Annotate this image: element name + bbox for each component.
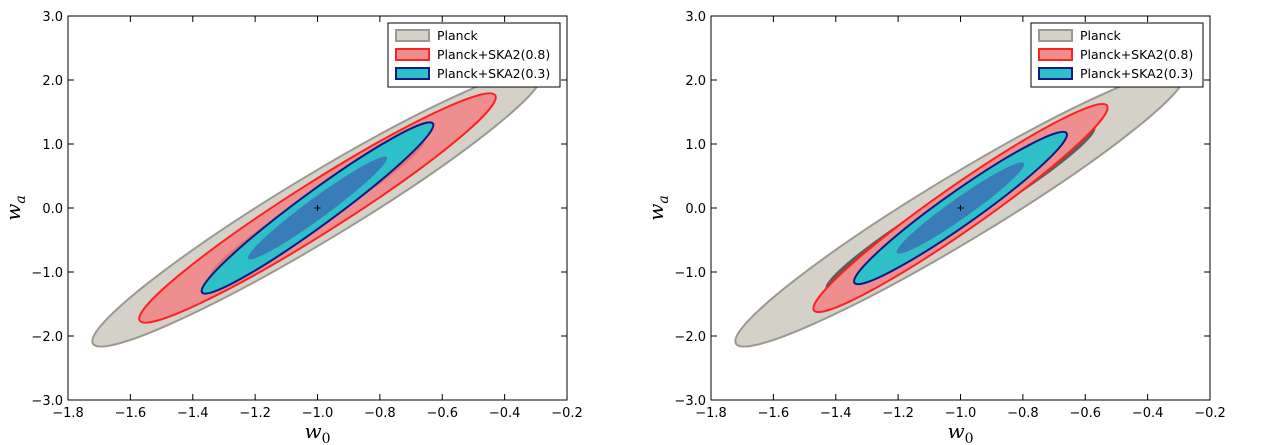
x-axis-label-main: w [304,419,321,443]
y-tick-label: 2.0 [685,74,706,89]
legend-swatch [1038,48,1073,61]
y-tick-label: 0.0 [42,202,63,217]
legend-swatch [395,67,430,80]
x-tick-label: −0.6 [426,406,458,421]
legend-label: Planck+SKA2(0.3) [437,66,550,81]
x-tick-label: −1.2 [239,406,271,421]
y-tick-label: −1.0 [31,266,63,281]
x-tick-label: −0.8 [364,406,396,421]
x-tick-label: −0.8 [1007,406,1039,421]
y-tick-label: 1.0 [42,138,63,153]
x-axis-label: w0 [947,419,973,445]
y-tick-label: −3.0 [674,394,706,409]
y-tick-label: 3.0 [685,10,706,25]
x-axis-label-sub: 0 [322,431,331,445]
x-tick-label: −0.2 [1194,406,1226,421]
y-tick-label: 0.0 [685,202,706,217]
y-axis-label-main: w [644,204,668,221]
legend-label: Planck+SKA2(0.8) [437,47,550,62]
x-tick-label: −1.4 [177,406,209,421]
y-tick-label: 2.0 [42,74,63,89]
contour-chart-left: −1.8 −1.6 −1.4 −1.2 −1.0 −0.8 −0.6 −0.4 −0.2 −3.0… [1,10,583,445]
legend-label: Planck [1080,28,1121,43]
y-tick-label: −2.0 [674,330,706,345]
y-tick-label: −1.0 [674,266,706,281]
y-tick-label: 1.0 [685,138,706,153]
legend-swatch [395,29,430,42]
legend: Planck Planck+SKA2(0.8) Planck+SKA2(0.3) [1030,22,1204,88]
x-axis-label-main: w [947,419,964,443]
y-axis-label-sub: a [656,195,672,203]
contour-chart-right: −1.8 −1.6 −1.4 −1.2 −1.0 −0.8 −0.6 −0.4 −0.2 −3.0… [644,10,1226,445]
legend-swatch [1038,67,1073,80]
x-tick-label: −1.4 [820,406,852,421]
chart-panel-left: −1.8 −1.6 −1.4 −1.2 −1.0 −0.8 −0.6 −0.4 −0.2 −3.0… [1,10,583,445]
y-axis-label-main: w [1,204,25,221]
legend: Planck Planck+SKA2(0.8) Planck+SKA2(0.3) [387,22,561,88]
y-tick-label: 3.0 [42,10,63,25]
x-tick-label: −1.8 [52,406,84,421]
y-tick-label: −3.0 [31,394,63,409]
y-tick-label: −2.0 [31,330,63,345]
x-axis-label-sub: 0 [965,431,974,445]
x-tick-label: −1.8 [695,406,727,421]
legend-swatch [1038,29,1073,42]
x-tick-label: −1.6 [758,406,790,421]
x-tick-label: −1.0 [945,406,977,421]
x-tick-label: −1.0 [302,406,334,421]
legend-label: Planck+SKA2(0.8) [1080,47,1193,62]
y-axis-label: wa [644,195,672,220]
x-tick-label: −0.6 [1069,406,1101,421]
x-tick-label: −0.2 [551,406,583,421]
fiducial-marker [957,205,964,211]
fiducial-marker [314,205,321,211]
x-tick-label: −0.4 [489,406,521,421]
x-tick-label: −1.2 [882,406,914,421]
x-tick-label: −1.6 [115,406,147,421]
legend-label: Planck+SKA2(0.3) [1080,66,1193,81]
legend-label: Planck [437,28,478,43]
x-axis-label: w0 [304,419,330,445]
chart-panel-right: −1.8 −1.6 −1.4 −1.2 −1.0 −0.8 −0.6 −0.4 −0.2 −3.0… [643,0,1286,445]
y-axis-label-sub: a [13,195,29,203]
y-axis-label: wa [1,195,29,220]
legend-swatch [395,48,430,61]
x-tick-label: −0.4 [1132,406,1164,421]
